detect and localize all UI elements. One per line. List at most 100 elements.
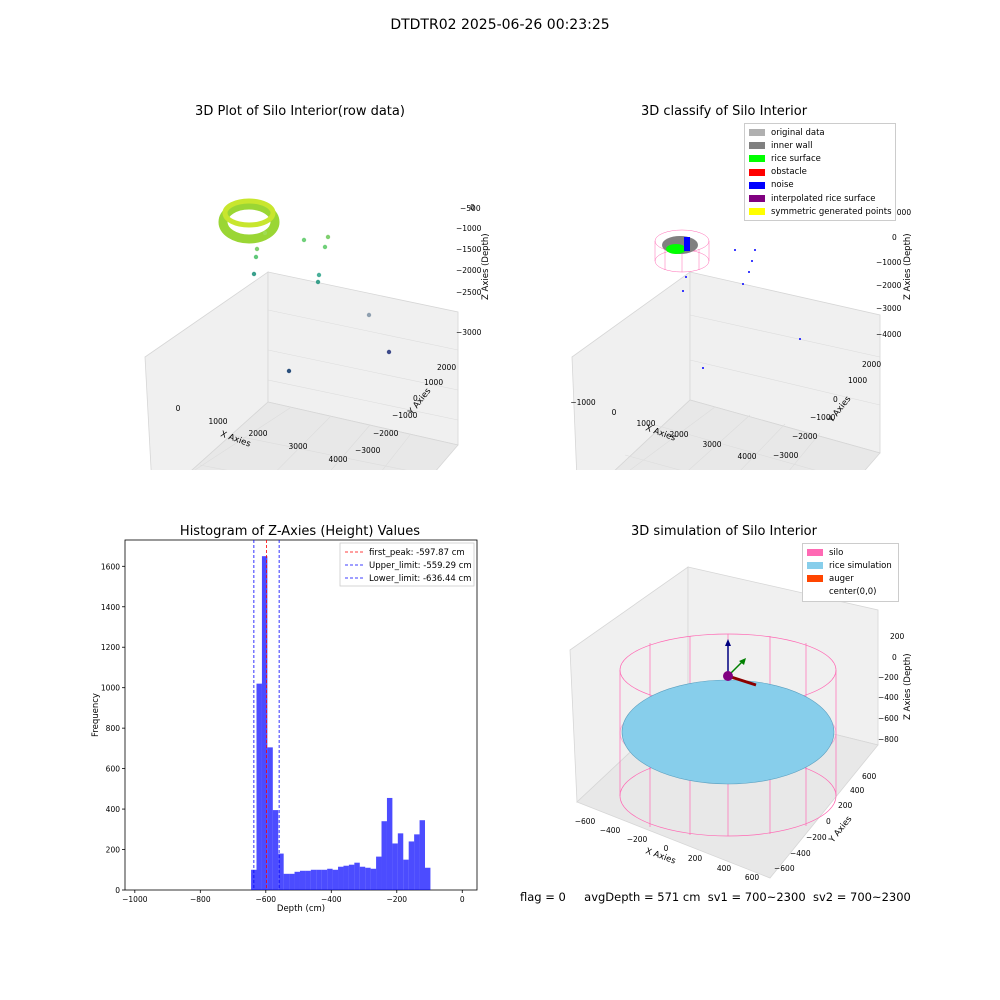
raw-z-tick: −500 <box>460 204 481 213</box>
simulation-z-tick: −800 <box>878 735 899 744</box>
classify-z-tick: −2000 <box>876 281 902 290</box>
legend-label: noise <box>771 180 794 191</box>
classify-y-tick: 2000 <box>862 360 881 369</box>
classify-y-tick: 1000 <box>848 376 867 385</box>
raw-y-tick: 1000 <box>424 378 443 387</box>
x-tick-label: −600 <box>255 895 276 904</box>
simulation-y-axis-label: Y Axies <box>827 814 855 846</box>
legend-label: silo <box>829 547 844 558</box>
legend-item: noise <box>749 179 891 192</box>
classify-y-tick: −2000 <box>792 432 818 441</box>
histogram-bar <box>381 821 387 890</box>
histogram-bars <box>251 556 431 890</box>
histogram-bar <box>408 841 415 890</box>
simulation-z-tick: 200 <box>890 632 905 641</box>
histogram-bar <box>256 683 262 890</box>
histogram-bar <box>321 869 328 890</box>
legend-item: interpolated rice surface <box>749 192 891 205</box>
histogram-bar <box>348 864 355 890</box>
histogram-bar <box>267 747 273 890</box>
x-tick-label: −800 <box>190 895 211 904</box>
simulation-x-tick: 600 <box>745 873 760 882</box>
classify-x-tick: 2000 <box>669 430 688 439</box>
legend-label: interpolated rice surface <box>771 193 876 204</box>
y-tick-label: 800 <box>106 724 121 733</box>
x-tick-label: −200 <box>386 895 407 904</box>
classify-noise-cluster <box>684 237 690 251</box>
x-tick-label: −1000 <box>122 895 148 904</box>
histogram-x-axis-label: Depth (cm) <box>277 904 325 914</box>
legend-swatch <box>749 195 765 203</box>
legend-item: silo <box>807 546 894 559</box>
raw-z-tick: −2500 <box>456 288 482 297</box>
legend-swatch <box>807 588 823 596</box>
histogram-bar <box>365 867 371 890</box>
classify-rice-surface <box>666 244 686 254</box>
simulation-z-tick: −200 <box>878 673 899 682</box>
histogram-y-axis-label: Frequency <box>91 693 101 737</box>
legend-label: first_peak: -597.87 cm <box>369 548 465 558</box>
y-tick-label: 1200 <box>101 643 120 652</box>
classify-x-tick: 0 <box>612 408 617 417</box>
simulation-3d-plot: −600 −400 −200 0 200 400 600 −600 −400 −… <box>569 566 913 882</box>
legend-swatch <box>807 575 823 583</box>
histogram-x-ticks: −1000 −800 −600 −400 −200 0 <box>122 890 465 904</box>
histogram-frame <box>124 539 478 891</box>
histogram-bar <box>316 869 322 890</box>
simulation-auger <box>723 639 757 687</box>
x-tick-label: 0 <box>460 895 465 904</box>
flag-text: flag = 0 <box>520 890 566 904</box>
classify-z-axis-label: Z Axies (Depth) <box>903 233 913 300</box>
legend-label: auger <box>829 573 854 584</box>
legend-swatch <box>807 562 823 570</box>
classify-panel-title: 3D classify of Silo Interior <box>640 104 808 119</box>
simulation-z-axis-label: Z Axies (Depth) <box>903 653 913 720</box>
classify-3d-panes <box>571 271 881 470</box>
classify-z-tick: 0 <box>892 233 897 242</box>
histogram-threshold-lines <box>253 540 280 890</box>
y-tick-label: 400 <box>106 805 121 814</box>
avg-depth-text: avgDepth = 571 cm <box>584 890 701 904</box>
legend-label: original data <box>771 127 825 138</box>
histogram-bar <box>354 862 360 890</box>
histogram-bar <box>251 869 257 890</box>
legend-label: inner wall <box>771 140 813 151</box>
classify-y-tick: −3000 <box>773 451 799 460</box>
y-tick-label: 1000 <box>101 684 120 693</box>
raw-x-tick: 0 <box>176 404 181 413</box>
classify-x-tick: 1000 <box>636 419 655 428</box>
histogram-bar <box>414 834 420 890</box>
legend-item: auger <box>807 572 894 585</box>
legend-label: rice simulation <box>829 560 892 571</box>
raw-y-tick: −1000 <box>392 411 418 420</box>
figure-title: DTDTR02 2025-06-26 00:23:25 <box>390 17 610 33</box>
raw-3d-panes <box>144 271 459 470</box>
histogram-bar <box>359 866 366 890</box>
simulation-y-tick: −200 <box>806 833 827 842</box>
classify-z-tick: −3000 <box>876 304 902 313</box>
legend-label: symmetric generated points <box>771 206 892 217</box>
histogram-bar <box>370 868 377 890</box>
legend-swatch <box>749 168 765 176</box>
simulation-x-tick: 400 <box>717 864 732 873</box>
histogram-bar <box>327 868 333 890</box>
histogram-bar <box>332 869 339 890</box>
legend-swatch <box>749 129 765 137</box>
x-tick-label: −400 <box>321 895 342 904</box>
raw-x-tick: 1000 <box>208 417 227 426</box>
histogram-bar <box>397 833 404 890</box>
simulation-y-tick: 600 <box>862 772 877 781</box>
legend-label: center(0,0) <box>829 587 877 598</box>
legend-item: rice surface <box>749 152 891 165</box>
y-tick-label: 0 <box>115 886 120 895</box>
histogram-bar <box>310 869 317 890</box>
raw-z-axis-label: Z Axies (Depth) <box>481 233 491 300</box>
classify-3d-grid <box>624 314 881 470</box>
legend-item: obstacle <box>749 166 891 179</box>
simulation-legend: silo rice simulation auger center(0,0) <box>802 543 899 602</box>
raw-x-tick: 4000 <box>328 455 347 464</box>
raw-z-tick: 0 <box>470 203 475 212</box>
histogram-bar <box>261 556 268 890</box>
classify-noise-points <box>682 249 801 369</box>
histogram-bar <box>376 856 382 890</box>
